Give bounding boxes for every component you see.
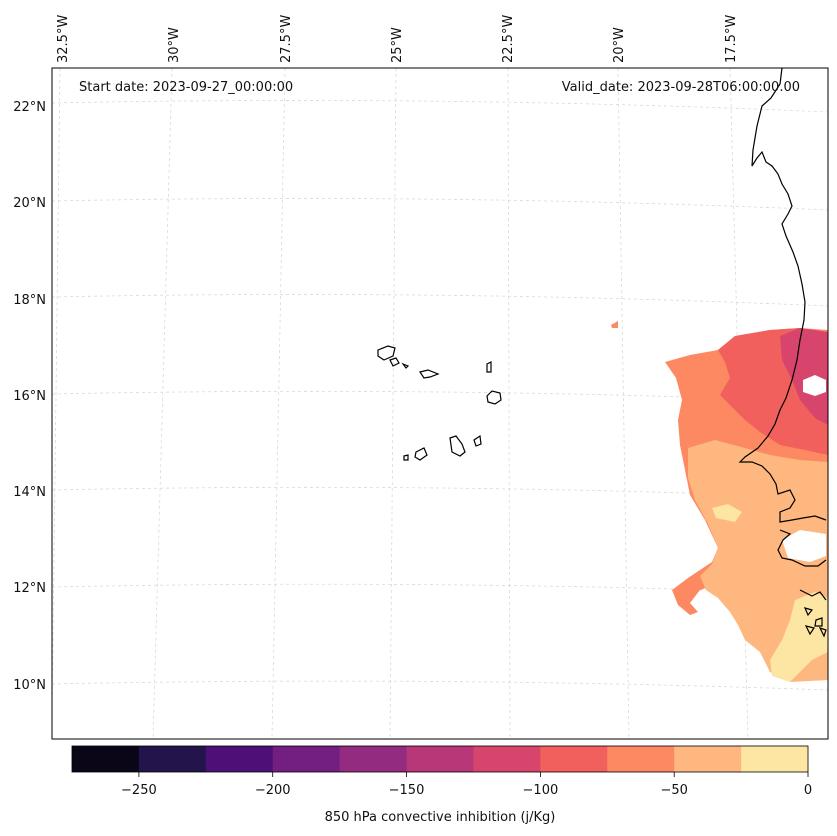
lat-label: 10°N bbox=[13, 678, 46, 693]
island-santo-antao bbox=[377, 345, 396, 361]
colorbar: −250 −200 −150 −100 −50 0 850 hPa convec… bbox=[71, 745, 812, 825]
cin-fill bbox=[611, 321, 828, 682]
cin-isolated-cell bbox=[611, 321, 618, 328]
africa-coastline bbox=[738, 67, 827, 601]
island-sal bbox=[486, 361, 492, 373]
colorbar-segment bbox=[406, 746, 474, 772]
lat-label: 20°N bbox=[13, 196, 46, 211]
lon-label: 27.5°W bbox=[279, 15, 294, 63]
coastlines bbox=[377, 67, 827, 638]
colorbar-tick-label: −200 bbox=[255, 783, 291, 798]
colorbar-segment bbox=[674, 746, 742, 772]
cin-band-minus25-0-b bbox=[712, 504, 742, 522]
island-brava bbox=[403, 454, 409, 461]
colorbar-tick-label: −150 bbox=[389, 783, 425, 798]
lon-label: 20°W bbox=[612, 27, 627, 63]
colorbar-label: 850 hPa convective inhibition (j/Kg) bbox=[325, 810, 556, 825]
island-boa-vista bbox=[486, 390, 502, 405]
start-date-label: Start date: 2023-09-27_00:00:00 bbox=[79, 80, 293, 95]
colorbar-segment bbox=[138, 746, 207, 772]
island-sao-vicente bbox=[389, 357, 400, 367]
cin-hole-1 bbox=[803, 375, 826, 396]
lon-label: 25°W bbox=[390, 27, 405, 63]
colorbar-tick-labels: −250 −200 −150 −100 −50 0 bbox=[121, 783, 812, 798]
island-santiago bbox=[449, 435, 466, 457]
cin-band-minus25-0 bbox=[770, 592, 828, 682]
lat-label: 12°N bbox=[13, 581, 46, 596]
map-content bbox=[51, 67, 829, 740]
lat-label: 18°N bbox=[13, 293, 46, 308]
colorbar-segment bbox=[72, 746, 140, 772]
small-islands bbox=[803, 607, 827, 638]
valid-date-label: Valid_date: 2023-09-28T06:00:00.00 bbox=[562, 80, 800, 95]
lon-label: 22.5°W bbox=[501, 15, 516, 63]
lon-label: 32.5°W bbox=[56, 15, 71, 63]
lon-label: 17.5°W bbox=[724, 15, 739, 63]
colorbar-segments bbox=[72, 746, 809, 772]
lon-label: 30°W bbox=[167, 27, 182, 63]
colorbar-segment bbox=[607, 746, 675, 772]
colorbar-frame bbox=[71, 745, 809, 773]
colorbar-segment bbox=[272, 746, 341, 772]
lat-label: 22°N bbox=[13, 100, 46, 115]
cin-hole-2 bbox=[782, 530, 826, 562]
lat-label: 14°N bbox=[13, 485, 46, 500]
island-sao-nicolau bbox=[419, 369, 440, 379]
colorbar-ticks bbox=[138, 772, 809, 777]
colorbar-tick-label: −250 bbox=[121, 783, 157, 798]
colorbar-tick-label: −100 bbox=[523, 783, 559, 798]
colorbar-segment bbox=[205, 746, 274, 772]
island-santa-luzia bbox=[401, 362, 410, 369]
lat-labels: 22°N 20°N 18°N 16°N 14°N 12°N 10°N bbox=[13, 100, 46, 693]
map-frame bbox=[51, 67, 829, 740]
colorbar-tick-label: −50 bbox=[660, 783, 687, 798]
colorbar-tick-label: 0 bbox=[804, 783, 812, 798]
island-maio bbox=[473, 434, 482, 447]
lat-label: 16°N bbox=[13, 389, 46, 404]
colorbar-segment bbox=[339, 746, 408, 772]
colorbar-segment bbox=[540, 746, 608, 772]
colorbar-segment bbox=[473, 746, 541, 772]
lon-labels: 32.5°W 30°W 27.5°W 25°W 22.5°W 20°W 17.5… bbox=[56, 15, 739, 63]
cin-band-minus125-100 bbox=[780, 328, 828, 425]
island-fogo bbox=[414, 447, 428, 461]
colorbar-segment bbox=[741, 746, 809, 772]
